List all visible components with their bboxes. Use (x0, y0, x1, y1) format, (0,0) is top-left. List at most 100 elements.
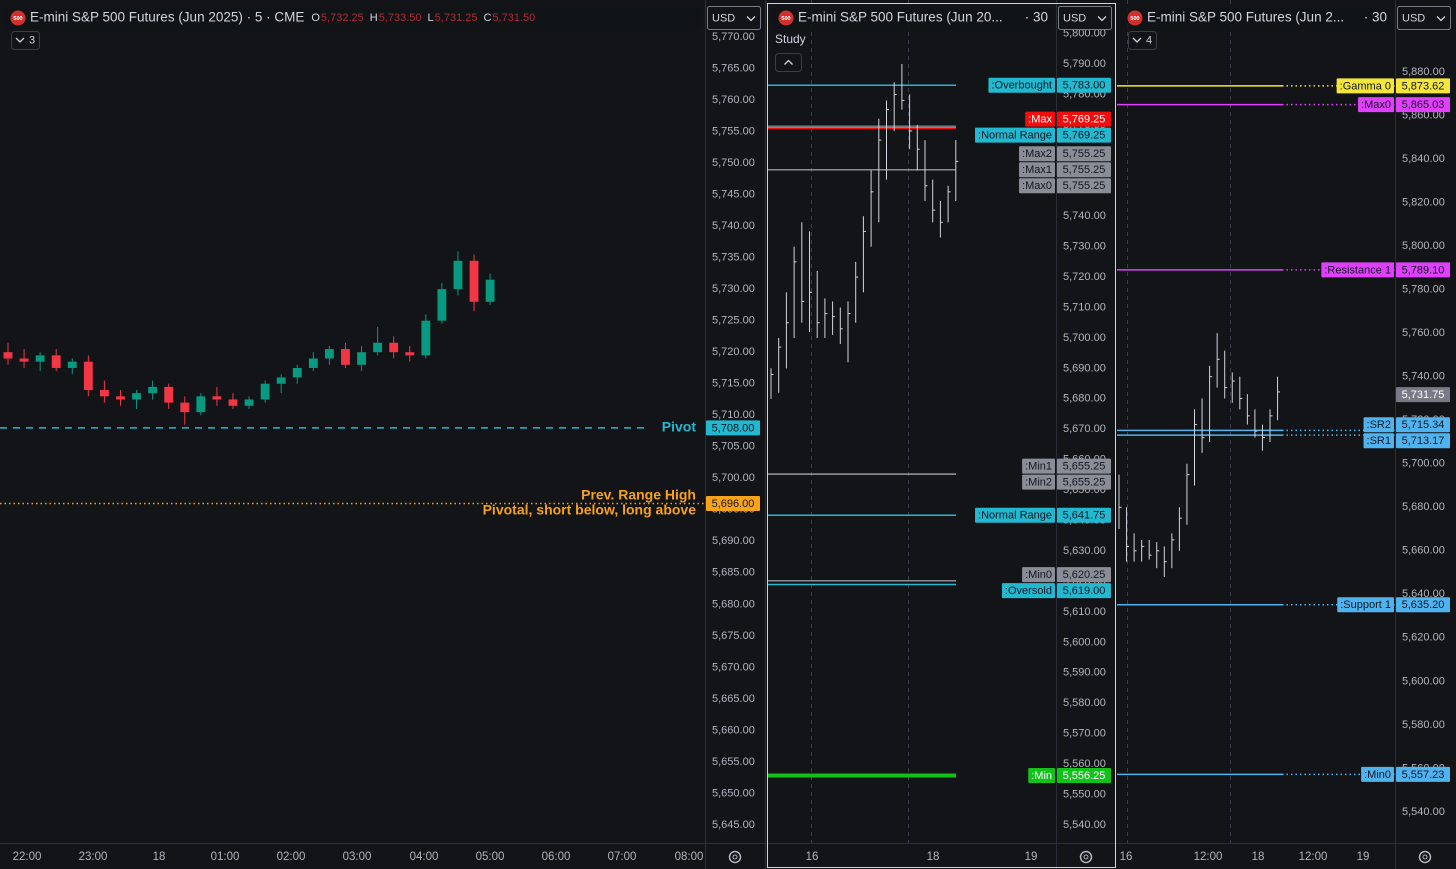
level-name: :Gamma 0 (1340, 80, 1391, 92)
level-name-tag (988, 77, 1055, 93)
candle-body (453, 260, 463, 290)
candle-body (341, 349, 350, 365)
level-name-tag (1321, 262, 1394, 278)
ohlc-letter: C (483, 12, 491, 24)
y-tick-label: 5,670.00 (1063, 423, 1106, 435)
y-tick-label: 5,745.00 (712, 189, 755, 201)
price-tag (1057, 567, 1111, 583)
y-tick-label: 5,730.00 (1063, 241, 1106, 253)
price-tag-label: 5,635.20 (1402, 599, 1445, 611)
symbol-title[interactable]: E-mini S&P 500 Futures (Jun 20... (798, 10, 1003, 25)
price-tag-label: 5,557.23 (1402, 769, 1445, 781)
level-name-tag (975, 507, 1055, 523)
level-name-tag (1022, 458, 1055, 474)
candle-body (389, 342, 399, 353)
x-tick-label: 12:00 (1299, 851, 1328, 863)
x-tick-label: 08:00 (675, 851, 704, 863)
level-name: :Min2 (1025, 477, 1052, 489)
y-tick-label: 5,655.00 (712, 756, 755, 768)
chevron-down (746, 16, 756, 22)
y-tick-label: 5,720.00 (1063, 271, 1106, 283)
y-tick-label: 5,800.00 (1402, 240, 1445, 252)
candle-body (357, 352, 366, 365)
y-tick-label: 5,880.00 (1402, 66, 1445, 78)
settings-button[interactable] (728, 850, 742, 864)
level-name-tag (1358, 97, 1394, 113)
level-text: Prev. Range High (581, 487, 696, 503)
y-tick-label: 5,580.00 (1402, 719, 1445, 731)
level-name-tag (1019, 146, 1055, 162)
price-tag-label: 5,873.62 (1402, 80, 1445, 92)
x-tick-label: 18 (927, 851, 940, 863)
candle-body (276, 377, 286, 384)
price-tag-label: 5,769.25 (1063, 114, 1106, 126)
y-tick-label: 5,540.00 (1402, 806, 1445, 818)
indicators-toggle[interactable] (1128, 31, 1157, 50)
settings-button[interactable] (1418, 850, 1432, 864)
y-tick-label: 5,765.00 (712, 62, 755, 74)
ohlc-value: 5,731.50 (492, 12, 535, 24)
x-tick-label: 16 (806, 851, 819, 863)
price-tag-label: 5,755.25 (1063, 164, 1106, 176)
level-name: :Support 1 (1340, 599, 1391, 611)
candle-body (3, 352, 13, 359)
level-name-tag (1025, 111, 1055, 127)
price-tag (1057, 162, 1111, 178)
x-tick-label: 03:00 (343, 851, 372, 863)
symbol-logo (1127, 10, 1143, 26)
level-name: :Min0 (1364, 769, 1391, 781)
level-name-tag (1019, 162, 1055, 178)
level-name: :Max1 (1022, 164, 1052, 176)
currency-select[interactable] (1058, 6, 1112, 30)
chevron-down (1132, 37, 1142, 43)
ohlc-letter: H (370, 12, 378, 24)
price-tag-label: 5,755.25 (1063, 148, 1106, 160)
currency-select[interactable] (707, 6, 761, 30)
price-tag (1057, 583, 1111, 599)
x-tick-label: 16 (1120, 851, 1133, 863)
currency-select[interactable] (1397, 6, 1451, 30)
chevron-down (1436, 16, 1446, 22)
y-tick-label: 5,860.00 (1402, 109, 1445, 121)
x-tick-label: 22:00 (13, 851, 42, 863)
price-tag (1057, 146, 1111, 162)
symbol-title[interactable]: E-mini S&P 500 Futures (Jun 2025) · 5 · … (30, 10, 304, 25)
y-tick-label: 5,690.00 (1063, 362, 1106, 374)
candle-body (373, 342, 383, 353)
x-tick-label: 01:00 (211, 851, 240, 863)
y-tick-label: 5,630.00 (1063, 545, 1106, 557)
y-tick-label: 5,790.00 (1063, 58, 1106, 70)
candle-body (437, 289, 447, 321)
y-tick-label: 5,665.00 (712, 693, 755, 705)
symbol-logo-text: 500 (781, 16, 790, 22)
price-tag (1396, 262, 1450, 278)
level-name-tag (1028, 768, 1055, 784)
price-tag-label: 5,620.25 (1063, 569, 1106, 581)
y-tick-label: 5,670.00 (712, 661, 755, 673)
study-label: Study (775, 32, 806, 46)
price-tag (1057, 178, 1111, 194)
y-tick-label: 5,600.00 (1063, 636, 1106, 648)
y-tick-label: 5,715.00 (712, 378, 755, 390)
symbol-logo-text: 500 (13, 16, 22, 22)
candle-body (164, 386, 174, 403)
level-name-tag (1336, 78, 1394, 94)
level-name: :Min (1031, 770, 1052, 782)
settings-button[interactable] (1079, 850, 1093, 864)
y-tick-label: 5,700.00 (1063, 332, 1106, 344)
header-backdrop (4, 7, 701, 29)
price-tag-label: 5,708.00 (712, 422, 755, 434)
price-tag (1057, 111, 1111, 127)
x-tick-label: 07:00 (608, 851, 637, 863)
candle-body (132, 393, 141, 400)
level-name: :Max (1028, 114, 1052, 126)
candle-body (405, 352, 415, 356)
study-collapse-button[interactable] (775, 53, 802, 72)
symbol-title[interactable]: E-mini S&P 500 Futures (Jun 2... (1147, 10, 1344, 25)
indicators-toggle[interactable] (11, 31, 40, 50)
price-tag-label: 5,783.00 (1063, 80, 1106, 92)
candle-body (260, 383, 270, 400)
header-backdrop (1121, 7, 1391, 29)
price-tag (1057, 127, 1111, 143)
